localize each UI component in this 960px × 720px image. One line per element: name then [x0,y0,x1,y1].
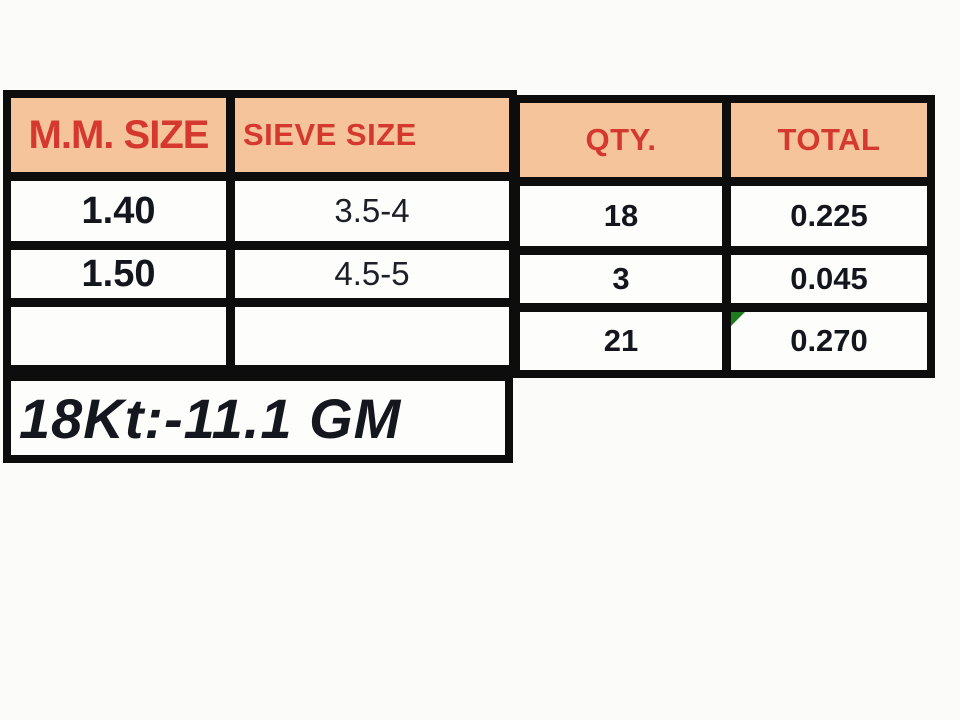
cell-qty-totals: 21 [520,312,722,370]
cell-mm-size-totals-empty [11,307,226,365]
green-corner-flag-icon [731,312,745,326]
cell-total-row2: 0.045 [731,255,927,303]
header-cell-total: TOTAL [731,103,927,177]
header-cell-qty: QTY. [520,103,722,177]
karat-weight-text: 18Kt:-11.1 GM [19,386,402,450]
total-sum-value: 0.270 [790,323,868,358]
cell-qty-row1: 18 [520,186,722,246]
table-left-panel: M.M. SIZE SIEVE SIZE 1.40 3.5-4 1.50 4.5… [3,90,517,373]
cell-mm-size-row1: 1.40 [11,181,226,241]
cell-sieve-size-row2: 4.5-5 [235,250,509,298]
header-cell-sieve-size: SIEVE SIZE [235,98,509,172]
cell-total-totals: 0.270 [731,312,927,370]
cell-total-row1: 0.225 [731,186,927,246]
cell-sieve-size-totals-empty [235,307,509,365]
table-right-panel: QTY. TOTAL 18 0.225 3 0.045 21 0.270 [512,95,935,378]
karat-weight-note-box: 18Kt:-11.1 GM [3,373,513,463]
cell-sieve-size-row1: 3.5-4 [235,181,509,241]
header-cell-mm-size: M.M. SIZE [11,98,226,172]
cell-mm-size-row2: 1.50 [11,250,226,298]
cell-qty-row2: 3 [520,255,722,303]
